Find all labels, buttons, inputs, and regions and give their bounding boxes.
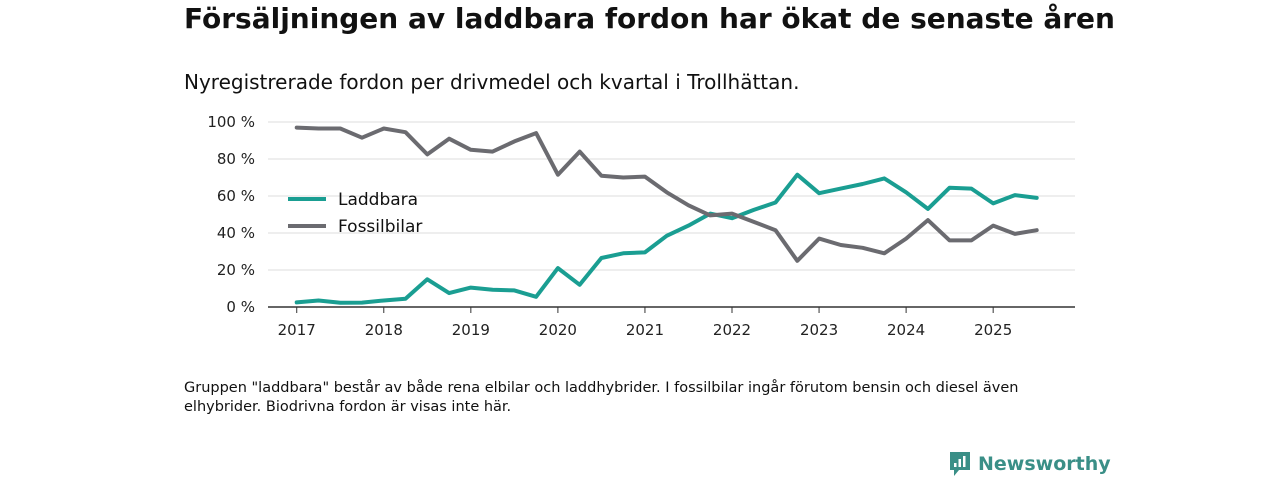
y-tick-label: 80 % [217,150,255,168]
chart-subtitle: Nyregistrerade fordon per drivmedel och … [184,70,800,94]
y-tick-label: 60 % [217,187,255,205]
x-tick-label: 2024 [887,321,925,339]
chart-title: Försäljningen av laddbara fordon har öka… [184,2,1115,35]
x-tick-label: 2025 [974,321,1012,339]
x-tick-label: 2023 [800,321,838,339]
y-tick-label: 100 % [207,113,255,131]
legend-label-laddbara: Laddbara [338,190,418,210]
x-tick-label: 2017 [278,321,316,339]
y-tick-label: 0 % [226,298,255,316]
brand-name: Newsworthy [978,453,1111,475]
x-tick-label: 2022 [713,321,751,339]
y-tick-label: 40 % [217,224,255,242]
x-tick-label: 2020 [539,321,577,339]
chart-footnote: Gruppen "laddbara" består av både rena e… [184,380,1019,415]
y-axis-labels: 0 % 20 % 40 % 60 % 80 % 100 % [207,113,255,316]
legend-label-fossilbilar: Fossilbilar [338,217,422,237]
series-line-fossilbilar [294,125,1039,263]
x-axis [268,306,1075,313]
legend: Laddbara Fossilbilar [288,190,422,237]
series-line-laddbara [294,172,1039,305]
newsworthy-icon [950,452,970,476]
brand-logo: Newsworthy [948,450,1111,478]
y-tick-label: 20 % [217,261,255,279]
series-lines [294,125,1039,305]
x-axis-labels: 2017 2018 2019 2020 2021 2022 2023 2024 2025 [278,321,1013,339]
x-tick-label: 2019 [452,321,490,339]
x-tick-label: 2018 [365,321,403,339]
x-tick-label: 2021 [626,321,664,339]
